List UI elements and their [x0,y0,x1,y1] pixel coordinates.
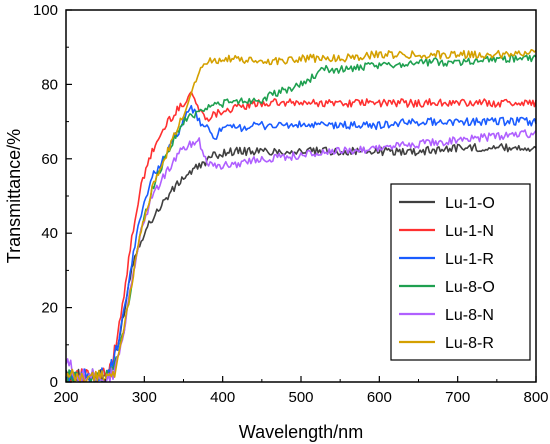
series-line [65,129,537,383]
x-tick-label: 200 [53,389,78,406]
legend: Lu-1-O Lu-1-N Lu-1-R Lu-8-O Lu-8-N Lu-8-R [390,183,531,361]
legend-box [390,183,531,361]
y-tick-label: 80 [41,76,58,93]
y-tick-label: 0 [50,374,58,391]
y-tick-label: 40 [41,225,58,242]
x-tick-label: 600 [367,389,392,406]
series-line [65,49,537,383]
legend-label: Lu-1-N [445,223,494,240]
x-axis-title: Wavelength/nm [239,422,363,442]
x-tick-label: 300 [132,389,157,406]
x-tick-label: 700 [445,389,470,406]
plot-lines [65,49,537,383]
legend-label: Lu-8-N [445,307,494,324]
y-tick-label: 100 [33,2,58,19]
series-line [65,104,537,383]
legend-label: Lu-1-O [445,195,495,212]
legend-label: Lu-8-O [445,279,495,296]
series-line [65,143,537,383]
x-tick-label: 400 [210,389,235,406]
y-tick-label: 60 [41,151,58,168]
y-axis-ticks: 0 20 40 60 80 100 [33,2,72,391]
series-line [65,53,537,383]
legend-label: Lu-8-R [445,335,494,352]
y-tick-label: 20 [41,300,58,317]
series-line [65,91,537,383]
x-axis-ticks: 200 300 400 500 600 700 800 [53,376,549,406]
x-tick-label: 500 [288,389,313,406]
x-tick-label: 800 [523,389,548,406]
y-axis-title: Transmittance/% [4,129,24,263]
legend-label: Lu-1-R [445,251,494,268]
